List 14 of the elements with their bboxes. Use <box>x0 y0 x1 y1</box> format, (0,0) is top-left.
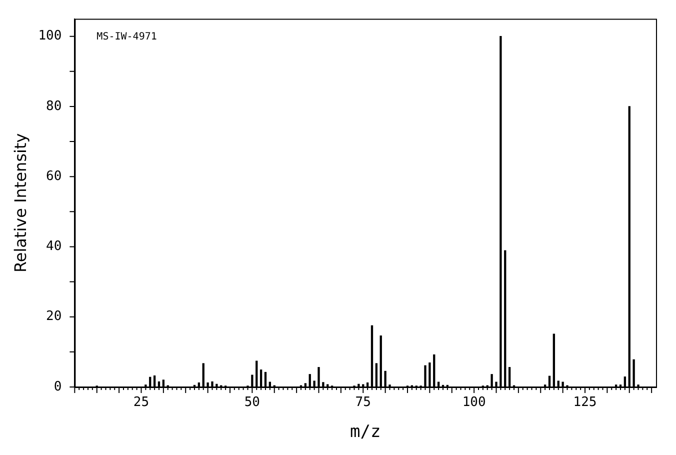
y-tick-label: 20 <box>46 309 62 324</box>
x-axis-title: m/z <box>350 422 381 442</box>
x-tick-label: 125 <box>573 395 597 410</box>
x-tick-label: 25 <box>133 395 150 410</box>
y-tick-label: 100 <box>38 28 62 44</box>
y-tick-label: 0 <box>54 379 62 394</box>
y-tick-label: 40 <box>46 239 62 254</box>
y-axis-title: Relative Intensity <box>10 133 30 273</box>
y-tick-label: 60 <box>46 168 62 184</box>
x-tick-label: 75 <box>355 395 371 410</box>
y-tick-label: 80 <box>46 98 62 114</box>
x-tick-label: 100 <box>462 395 486 410</box>
annotation: MS-IW-4971 <box>96 31 157 42</box>
x-tick-label: 50 <box>244 395 260 410</box>
